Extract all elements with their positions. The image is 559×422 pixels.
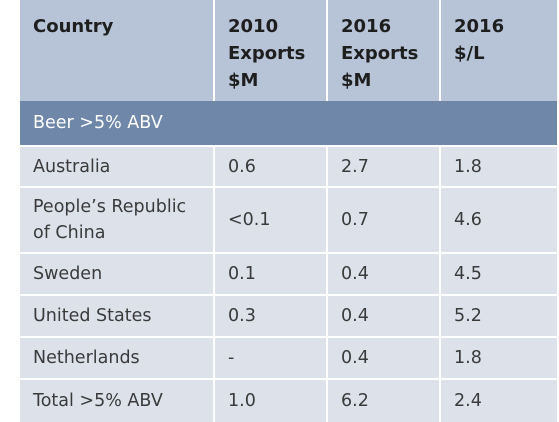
exports-2016-cell: 2.7 [326, 147, 439, 186]
exports-2010-cell: 1.0 [213, 380, 326, 422]
price-2016-cell: 4.6 [439, 188, 557, 252]
country-name-line-2: of China [33, 223, 106, 243]
exports-2010-cell: 0.3 [213, 296, 326, 336]
exports-2010-cell: <0.1 [213, 188, 326, 252]
exports-2010-cell: 0.6 [213, 147, 326, 186]
country-name: Sweden [33, 264, 103, 284]
header-2016-exports-line-1: 2016 [341, 16, 392, 37]
header-country-line: Country [33, 16, 114, 37]
section-label: Beer >5% ABV [33, 113, 163, 133]
header-2010-exports-line-1: 2010 [228, 16, 279, 37]
country-name: United States [33, 306, 152, 326]
header-2016-price-line-2: $/L [454, 43, 485, 64]
price-2016-cell: 1.8 [439, 338, 557, 378]
total-label: Total >5% ABV [33, 391, 163, 411]
row-divider [20, 378, 557, 380]
row-divider [20, 294, 557, 296]
header-2010-exports-line-3: $M [228, 70, 259, 91]
price-2016-cell: 1.8 [439, 147, 557, 186]
exports-2016-cell: 0.4 [326, 254, 439, 294]
header-2016-price-line-1: 2016 [454, 16, 505, 37]
row-divider [20, 145, 557, 147]
price-2016-cell: 2.4 [439, 380, 557, 422]
country-cell: Australia [20, 147, 213, 186]
exports-2016-cell: 6.2 [326, 380, 439, 422]
country-cell: United States [20, 296, 213, 336]
table-row: United States 0.3 0.4 5.2 [20, 296, 557, 336]
header-2016-price: 2016 $/L [439, 0, 557, 101]
row-divider [20, 336, 557, 338]
total-row: Total >5% ABV 1.0 6.2 2.4 [20, 380, 557, 422]
table-row: Netherlands - 0.4 1.8 [20, 338, 557, 378]
section-row: Beer >5% ABV [20, 101, 557, 145]
price-2016-cell: 4.5 [439, 254, 557, 294]
exports-2010-cell: - [213, 338, 326, 378]
header-2010-exports-line-2: Exports [228, 43, 306, 64]
table-header-row: Country 2010 Exports $M 2016 Exports $M … [20, 0, 557, 101]
country-name-line-1: People’s Republic [33, 197, 187, 217]
table-row: Australia 0.6 2.7 1.8 [20, 147, 557, 186]
row-divider [20, 252, 557, 254]
header-2016-exports: 2016 Exports $M [326, 0, 439, 101]
exports-table: Country 2010 Exports $M 2016 Exports $M … [20, 0, 557, 422]
header-2010-exports: 2010 Exports $M [213, 0, 326, 101]
country-name: Australia [33, 156, 111, 177]
header-country: Country [20, 0, 213, 101]
exports-2010-cell: 0.1 [213, 254, 326, 294]
table-row: Sweden 0.1 0.4 4.5 [20, 254, 557, 294]
table-row: People’s Republic of China <0.1 0.7 4.6 [20, 188, 557, 252]
header-2016-exports-line-3: $M [341, 70, 372, 91]
country-name: Netherlands [33, 348, 140, 368]
price-2016-cell: 5.2 [439, 296, 557, 336]
row-divider [20, 186, 557, 188]
exports-2016-cell: 0.4 [326, 296, 439, 336]
country-cell: People’s Republic of China [20, 188, 213, 252]
exports-2016-cell: 0.4 [326, 338, 439, 378]
country-cell: Netherlands [20, 338, 213, 378]
country-cell: Sweden [20, 254, 213, 294]
country-cell: Total >5% ABV [20, 380, 213, 422]
exports-2016-cell: 0.7 [326, 188, 439, 252]
header-2016-exports-line-2: Exports [341, 43, 419, 64]
